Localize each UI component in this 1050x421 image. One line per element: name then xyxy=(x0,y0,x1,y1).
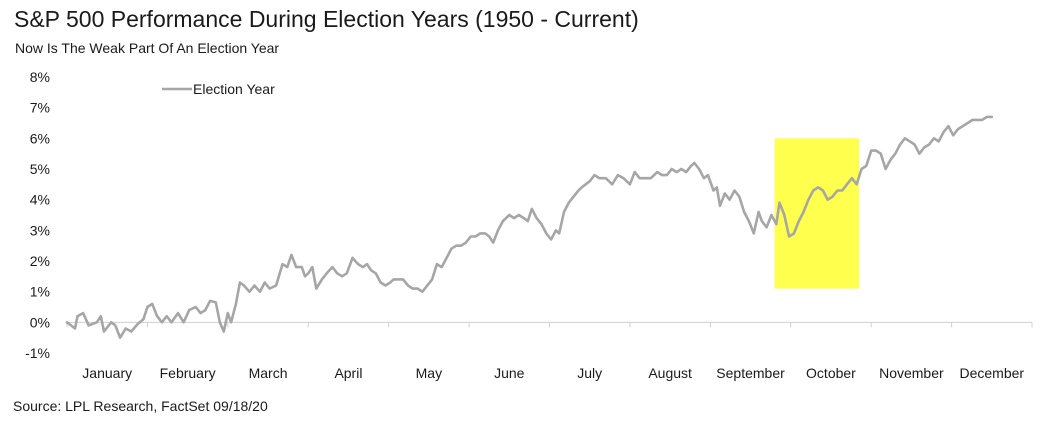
chart-subtitle: Now Is The Weak Part Of An Election Year xyxy=(15,40,280,56)
y-tick-label: 5% xyxy=(30,161,50,177)
y-tick-label: -1% xyxy=(25,345,50,361)
highlight-box xyxy=(774,138,860,289)
series-line-election-year xyxy=(65,115,994,339)
y-tick-label: 6% xyxy=(30,130,50,146)
y-tick-label: 4% xyxy=(30,192,50,208)
y-tick-label: 1% xyxy=(30,284,50,300)
x-tick-label: June xyxy=(494,365,525,381)
x-tick-label: March xyxy=(249,365,288,381)
x-tick-label: September xyxy=(716,365,785,381)
y-tick-label: 2% xyxy=(30,253,50,269)
x-tick-label: July xyxy=(577,365,602,381)
y-tick-label: 8% xyxy=(30,69,50,85)
legend-label-election-year: Election Year xyxy=(193,81,275,97)
y-tick-label: 0% xyxy=(30,314,50,330)
x-tick-label: August xyxy=(648,365,692,381)
y-tick-label: 7% xyxy=(30,100,50,116)
x-tick-label: November xyxy=(879,365,944,381)
x-tick-label: February xyxy=(160,365,216,381)
chart-title: S&P 500 Performance During Election Year… xyxy=(14,6,639,32)
source-note: Source: LPL Research, FactSet 09/18/20 xyxy=(13,398,268,414)
x-tick-label: May xyxy=(416,365,442,381)
x-tick-label: October xyxy=(806,365,856,381)
x-tick-label: December xyxy=(959,365,1024,381)
x-tick-label: April xyxy=(334,365,362,381)
y-tick-label: 3% xyxy=(30,222,50,238)
x-tick-label: January xyxy=(82,365,132,381)
